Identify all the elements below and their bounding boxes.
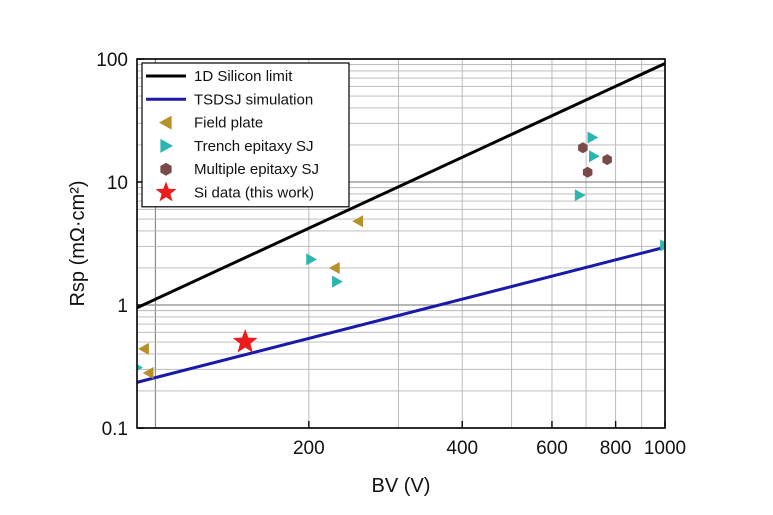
legend-label-tsdsj-simulation: TSDSJ simulation <box>194 91 313 108</box>
legend-label-trench-epitaxy-sj: Trench epitaxy SJ <box>194 138 314 155</box>
data-point-field-plate <box>142 366 154 379</box>
data-point-trench-epitaxy-sj <box>660 239 665 252</box>
x-tick-label: 400 <box>446 438 478 459</box>
data-point-trench-epitaxy-sj <box>574 189 586 202</box>
data-point-field-plate <box>138 342 149 355</box>
data-point-multiple-epitaxy-sj <box>582 166 593 178</box>
data-point-trench-epitaxy-sj <box>332 275 343 288</box>
series-group <box>137 62 665 384</box>
data-point-si-data-this-work <box>232 329 258 353</box>
x-axis-title: BV (V) <box>372 475 431 497</box>
data-point-trench-epitaxy-sj <box>306 253 318 266</box>
y-tick-label: 10 <box>107 173 128 194</box>
series-line-1d-silicon-limit <box>137 62 665 310</box>
data-point-trench-epitaxy-sj <box>587 131 599 144</box>
data-point-multiple-epitaxy-sj <box>578 142 588 154</box>
x-tick-label: 800 <box>600 438 632 459</box>
y-tick-label: 100 <box>96 50 128 71</box>
axis-ticks: 200 400 600 800 1000 0.1 1 10 100 <box>96 50 686 459</box>
legend-swatch-si-data-this-work <box>155 181 177 202</box>
legend-label-field-plate: Field plate <box>194 115 263 132</box>
y-tick-label: 1 <box>117 296 128 317</box>
data-point-field-plate <box>328 261 340 274</box>
legend: 1D Silicon limit TSDSJ simulation Field pl… <box>141 62 350 208</box>
legend-box <box>141 62 350 208</box>
y-tick-label: 0.1 <box>102 419 128 440</box>
x-tick-label: 200 <box>293 438 325 459</box>
data-point-multiple-epitaxy-sj <box>602 154 612 166</box>
y-axis-title: Rsp (mΩ·cm²) <box>67 180 89 306</box>
plot-frame <box>136 58 666 429</box>
legend-swatch-trench-epitaxy-sj <box>160 138 173 153</box>
legend-label-1d-silicon-limit: 1D Silicon limit <box>194 68 293 85</box>
plot-area <box>137 62 665 384</box>
legend-label-multiple-epitaxy-sj: Multiple epitaxy SJ <box>194 161 319 178</box>
data-point-field-plate <box>352 215 364 228</box>
x-tick-label: 1000 <box>644 438 686 459</box>
data-point-trench-epitaxy-sj <box>137 364 143 371</box>
x-tick-label: 600 <box>536 438 568 459</box>
series-line-tsdsj-simulation <box>137 245 665 384</box>
data-point-trench-epitaxy-sj <box>589 150 600 163</box>
legend-swatch-multiple-epitaxy-sj <box>160 162 172 176</box>
legend-label-si-data-this-work: Si data (this work) <box>194 185 314 202</box>
legend-swatch-field-plate <box>159 115 172 130</box>
axis-labels: BV (V) Rsp (mΩ·cm²) <box>67 180 430 497</box>
